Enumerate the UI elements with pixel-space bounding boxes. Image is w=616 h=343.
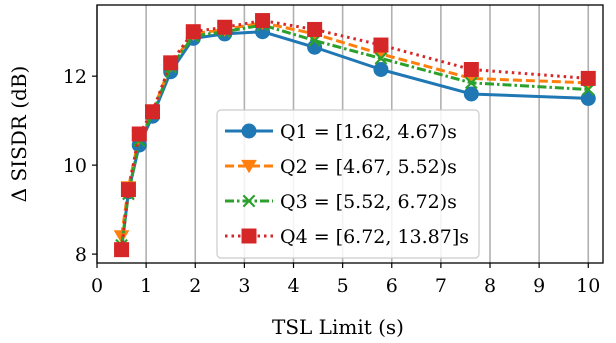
marker-square bbox=[255, 13, 271, 29]
legend-entry: Q4 = [6.72, 13.87]s bbox=[225, 226, 469, 248]
series-line bbox=[120, 23, 589, 246]
marker-square bbox=[307, 21, 323, 37]
y-tick-label: 8 bbox=[75, 244, 87, 266]
marker-circle bbox=[580, 90, 596, 106]
marker-triangle-down bbox=[241, 159, 257, 174]
x-tick-label: 5 bbox=[337, 275, 349, 297]
marker-circle bbox=[373, 62, 389, 77]
legend-label: Q3 = [5.52, 6.72)s bbox=[280, 191, 457, 213]
legend-label: Q2 = [4.67, 5.52)s bbox=[280, 156, 457, 178]
marker-square bbox=[163, 55, 179, 71]
marker-x bbox=[242, 194, 256, 208]
marker-square bbox=[131, 126, 147, 142]
marker-x bbox=[374, 52, 388, 65]
marker-circle bbox=[241, 123, 257, 139]
legend-label: Q1 = [1.62, 4.67)s bbox=[280, 121, 457, 143]
y-axis-label: Δ SISDR (dB) bbox=[7, 66, 31, 203]
marker-x bbox=[464, 76, 478, 90]
x-tick-label: 8 bbox=[484, 275, 496, 297]
x-tick-label: 7 bbox=[435, 275, 447, 297]
axes bbox=[92, 4, 604, 268]
marker-square bbox=[185, 24, 201, 40]
marker-square bbox=[373, 37, 389, 53]
marker-circle bbox=[463, 86, 479, 102]
series-layer bbox=[113, 13, 597, 258]
x-tick-label: 3 bbox=[238, 275, 250, 297]
marker-square bbox=[217, 19, 233, 35]
plot-frame bbox=[96, 4, 604, 264]
legend-entry: Q2 = [4.67, 5.52)s bbox=[225, 156, 457, 178]
marker-square bbox=[241, 228, 257, 244]
marker-square bbox=[114, 242, 130, 258]
legend: Q1 = [1.62, 4.67)s Q2 = [4.67, 5.52)s Q3 =… bbox=[216, 109, 480, 259]
marker-square bbox=[120, 182, 136, 198]
x-tick-label: 1 bbox=[140, 275, 152, 297]
marker-square bbox=[463, 62, 479, 77]
x-axis-label: TSL Limit (s) bbox=[272, 315, 404, 339]
legend-label: Q4 = [6.72, 13.87]s bbox=[280, 226, 469, 248]
legend-box bbox=[216, 109, 480, 259]
marker-square bbox=[145, 104, 161, 120]
y-tick-label: 10 bbox=[63, 155, 87, 177]
x-tick-label: 6 bbox=[386, 275, 398, 297]
x-tick-label: 2 bbox=[189, 275, 201, 297]
legend-entry: Q3 = [5.52, 6.72)s bbox=[225, 191, 457, 213]
x-tick-label: 9 bbox=[533, 275, 545, 297]
x-tick-label: 0 bbox=[91, 275, 103, 297]
legend-entry: Q1 = [1.62, 4.67)s bbox=[225, 121, 457, 143]
x-tick-label: 10 bbox=[576, 275, 600, 297]
y-tick-label: 12 bbox=[63, 66, 87, 88]
marker-square bbox=[580, 70, 596, 86]
x-tick-label: 4 bbox=[287, 275, 299, 297]
series-4 bbox=[114, 13, 596, 258]
